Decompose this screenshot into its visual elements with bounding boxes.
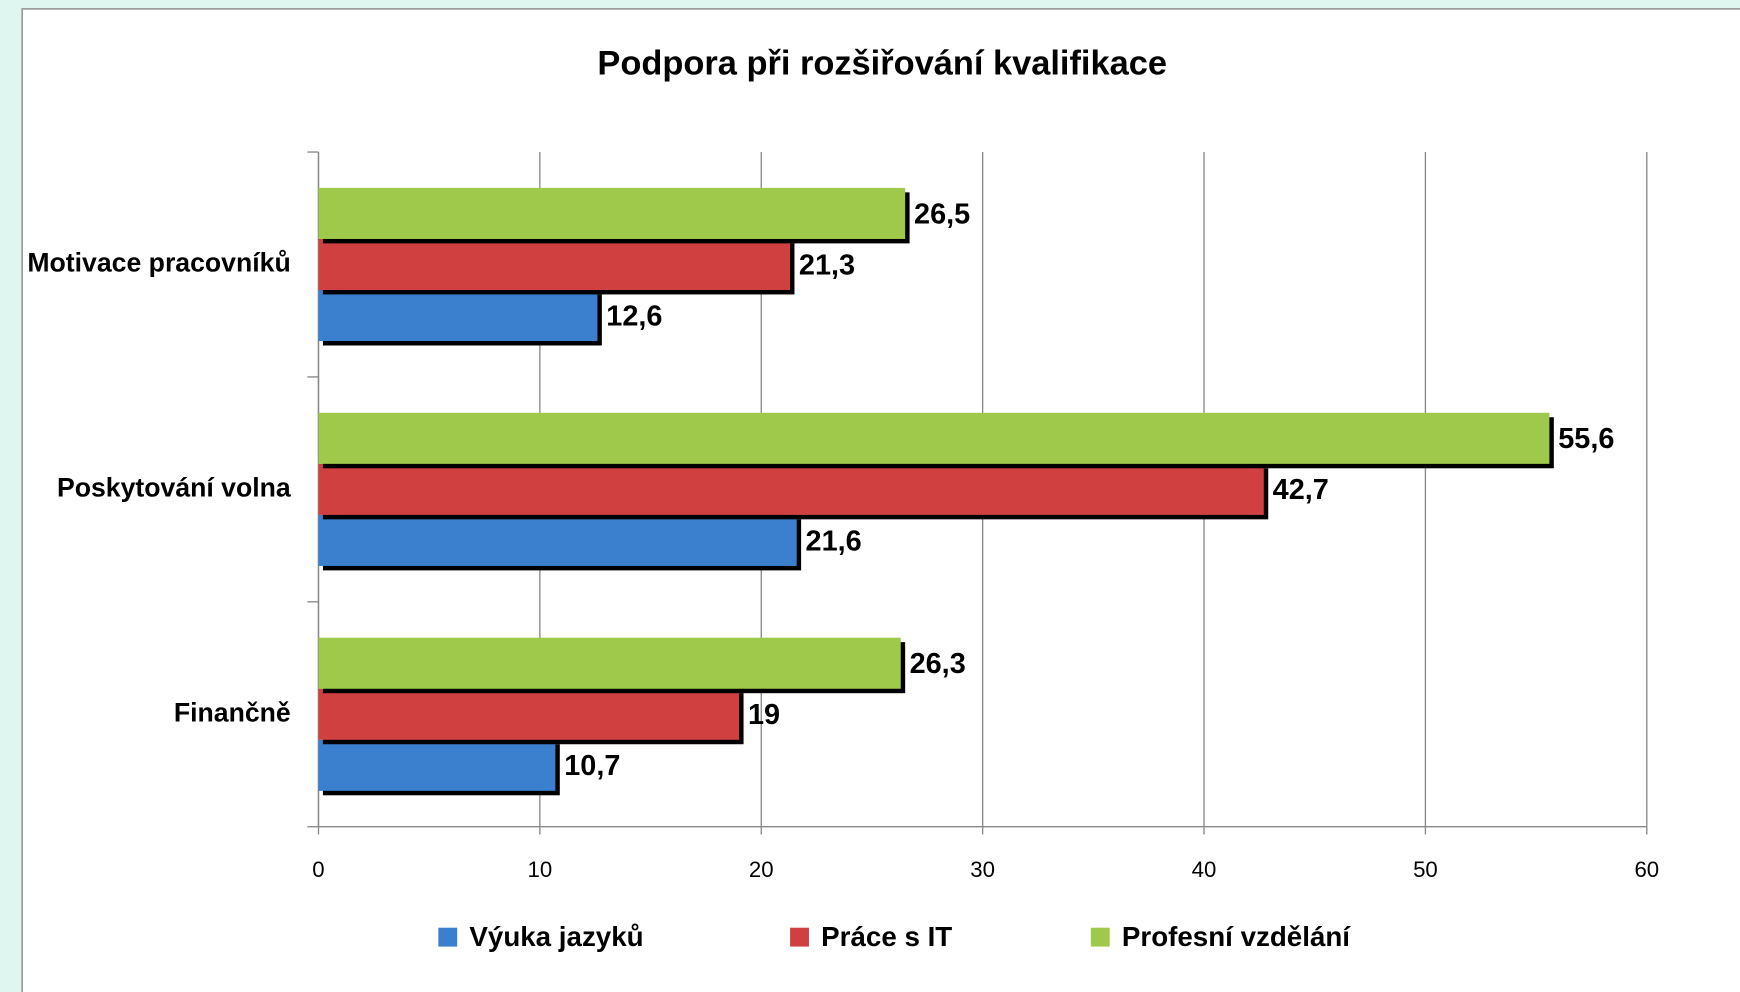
y-tick-label: Motivace pracovníků (27, 248, 290, 278)
x-tick-label: 20 (749, 857, 774, 882)
plot: 0 10 20 30 40 50 60 Motivace pracovníků Poskytov… (27, 151, 1659, 952)
data-label: 55,6 (1558, 423, 1614, 455)
x-tick-label: 50 (1413, 857, 1438, 882)
data-label: 10,7 (564, 750, 620, 782)
chart-title: Podpora při rozšiřování kvalifikace (597, 45, 1167, 83)
legend-label: Profesní vzdělání (1122, 921, 1351, 952)
chart-area: Podpora při rozšiřování kvalifikace 0 10 2… (21, 8, 1740, 992)
x-tick-label: 30 (970, 857, 995, 882)
data-label: 21,3 (799, 249, 855, 281)
bar (318, 187, 906, 239)
y-tick-label: Finančně (174, 697, 291, 727)
legend-label: Výuka jazyků (469, 921, 643, 952)
data-label: 26,5 (914, 198, 970, 230)
y-tick-label: Poskytování volna (57, 472, 291, 502)
x-tick-label: 10 (528, 857, 553, 882)
bar (318, 412, 1550, 464)
data-label: 26,3 (910, 648, 966, 680)
bar (318, 637, 901, 689)
legend-label: Práce s IT (821, 921, 952, 952)
bar (318, 290, 598, 342)
bar (318, 739, 556, 791)
legend-swatch (438, 927, 458, 947)
bar (318, 238, 791, 291)
data-label: 12,6 (606, 300, 662, 332)
legend-swatch (790, 927, 809, 947)
data-label: 21,6 (806, 525, 862, 557)
x-tick-label: 60 (1634, 857, 1659, 882)
data-label: 19 (748, 699, 780, 731)
x-tick-label: 0 (312, 857, 324, 882)
bar (318, 688, 740, 740)
x-tick-label: 40 (1192, 857, 1217, 882)
bar (318, 463, 1264, 515)
data-label: 42,7 (1273, 474, 1329, 506)
bar (318, 514, 797, 566)
legend-swatch (1090, 927, 1110, 947)
